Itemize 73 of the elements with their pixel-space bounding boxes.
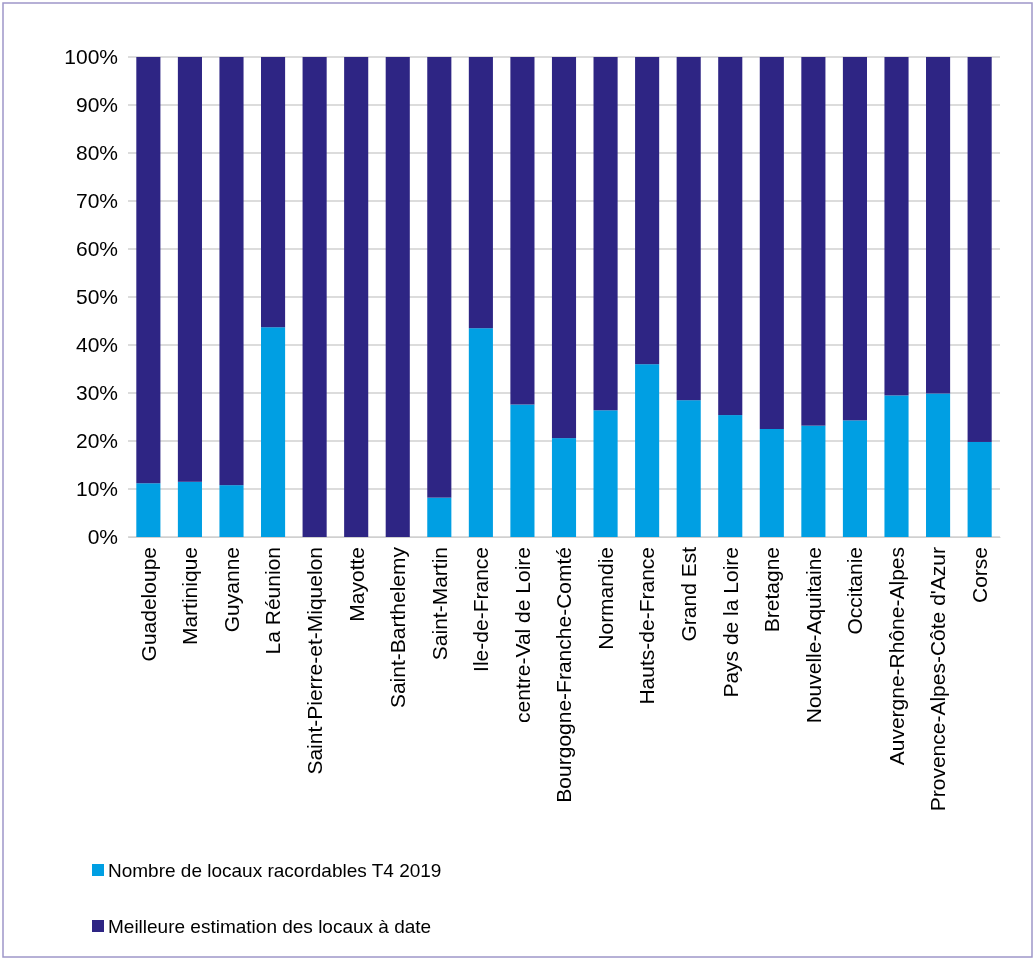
bar	[842, 57, 867, 421]
bar	[593, 57, 618, 411]
bar	[468, 57, 493, 329]
bar	[385, 57, 410, 537]
y-tick-label: 80%	[75, 141, 118, 165]
y-tick-label: 100%	[64, 45, 118, 69]
bar	[635, 364, 660, 537]
x-tick-label: Mayotte	[344, 547, 368, 622]
bar	[344, 57, 369, 537]
bar	[676, 57, 701, 401]
bar	[926, 57, 951, 394]
y-tick-label: 10%	[75, 477, 118, 501]
x-tick-label: Martinique	[178, 547, 202, 646]
x-tick-label: Guadeloupe	[136, 547, 160, 662]
bar	[427, 57, 452, 498]
y-tick-label: 90%	[75, 93, 118, 117]
bar	[261, 57, 286, 328]
bar	[635, 57, 660, 365]
x-tick-label: Grand Est	[677, 546, 701, 642]
bar	[718, 57, 743, 416]
bar	[219, 485, 244, 537]
bar	[801, 57, 826, 426]
x-tick-label: Corse	[967, 547, 991, 604]
bar	[510, 57, 535, 405]
y-tick-label: 60%	[75, 237, 118, 261]
bar	[842, 420, 867, 537]
x-tick-label: Guyanne	[219, 547, 243, 633]
x-tick-label: Pays de la Loire	[718, 547, 742, 698]
bar	[884, 395, 909, 537]
bar	[177, 481, 202, 537]
bar	[136, 483, 161, 537]
bar	[676, 400, 701, 537]
legend-label: Nombre de locaux racordables T4 2019	[108, 859, 442, 881]
x-tick-label: Saint-Martin	[427, 547, 451, 661]
bar	[219, 57, 244, 486]
y-tick-label: 70%	[75, 189, 118, 213]
x-tick-label: Hauts-de-France	[635, 547, 659, 705]
bar	[551, 438, 577, 537]
bar	[967, 57, 992, 442]
x-tick-label: Auvergne-Rhône-Alpes	[884, 547, 908, 766]
bar	[801, 425, 826, 537]
bar	[926, 393, 951, 537]
y-tick-label: 40%	[75, 333, 118, 357]
bar	[593, 410, 618, 537]
bar	[177, 57, 202, 482]
bar	[468, 328, 493, 537]
y-tick-label: 30%	[75, 381, 118, 405]
x-tick-label: Normandie	[593, 547, 617, 650]
x-tick-label: La Réunion	[261, 547, 285, 655]
bar	[884, 57, 909, 396]
y-tick-label: 50%	[75, 285, 118, 309]
x-tick-label: Ile-de-France	[469, 547, 493, 672]
x-tick-label: Saint-Barthelemy	[386, 546, 410, 709]
legend-label: Meilleure estimation des locaux à date	[108, 915, 432, 937]
x-tick-label: Occitanie	[843, 547, 867, 635]
bar	[136, 57, 161, 484]
bar	[302, 57, 327, 537]
x-tick-label: Bourgogne-Franche-Comté	[552, 547, 576, 803]
bar	[427, 497, 452, 537]
x-tick-label: Nouvelle-Aquitaine	[801, 547, 825, 724]
y-tick-label: 20%	[75, 429, 118, 453]
bar	[551, 57, 577, 439]
bar	[261, 327, 286, 537]
x-tick-label: Provence-Alpes-Côte d'Azur	[926, 547, 950, 812]
bar	[759, 429, 784, 537]
bar	[967, 441, 992, 537]
bar	[759, 57, 784, 429]
x-tick-label: Saint-Pierre-et-Miquelon	[302, 547, 326, 775]
x-tick-label: centre-Val de Loire	[510, 547, 534, 723]
x-tick-label: Bretagne	[760, 547, 784, 633]
y-tick-label: 0%	[87, 525, 118, 549]
bar	[718, 415, 743, 537]
bar	[510, 404, 535, 537]
